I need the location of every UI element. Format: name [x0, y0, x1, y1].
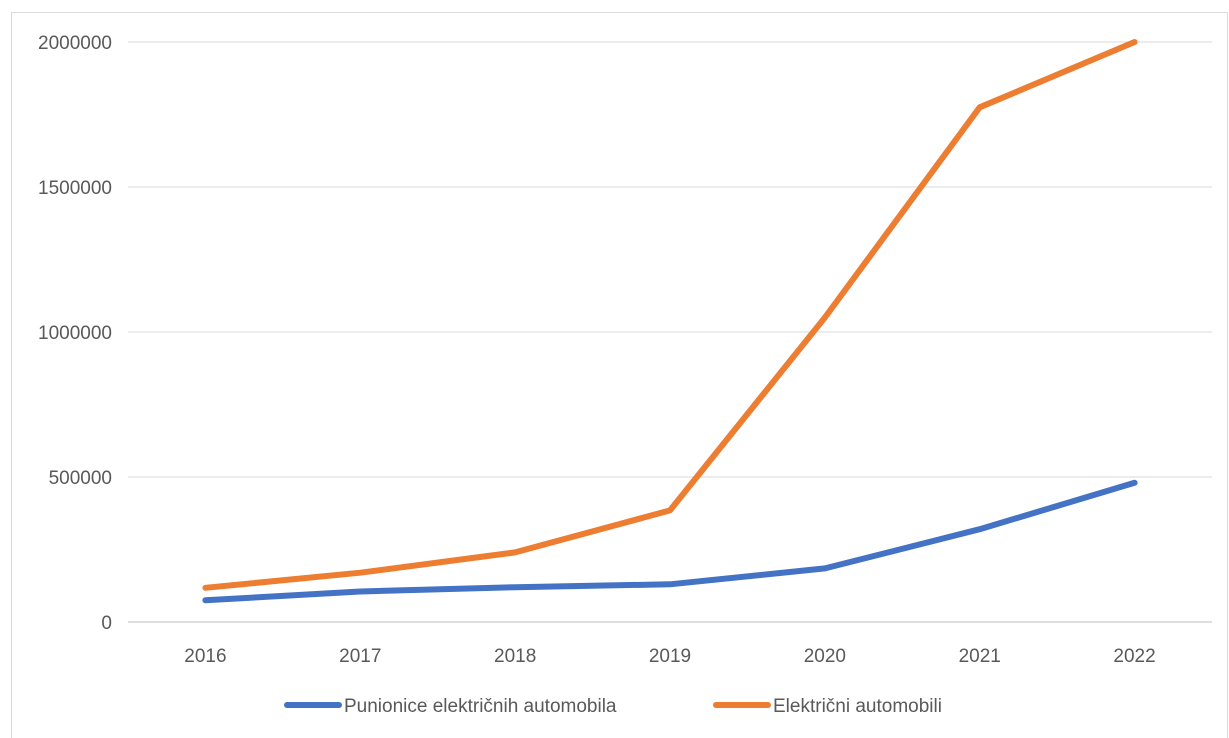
x-tick-label: 2016: [184, 646, 226, 667]
y-axis-ticks: 0 500000 1000000 1500000 2000000: [38, 33, 112, 634]
legend-label: Električni automobili: [773, 696, 942, 717]
legend-item-0: Punionice električnih automobila: [284, 696, 617, 717]
legend-item-1: Električni automobili: [713, 696, 942, 717]
x-axis-ticks: 2016 2017 2018 2019 2020 2021 2022: [184, 646, 1155, 667]
legend-label: Punionice električnih automobila: [344, 696, 617, 717]
gridlines: [128, 41, 1212, 623]
x-tick-label: 2021: [959, 646, 1001, 667]
y-tick-label: 0: [101, 613, 112, 634]
x-tick-label: 2022: [1113, 646, 1155, 667]
x-tick-label: 2020: [804, 646, 846, 667]
y-tick-label: 500000: [49, 468, 112, 489]
series-line-1: [202, 39, 1138, 591]
x-tick-label: 2019: [649, 646, 691, 667]
legend: Punionice električnih automobila Električ…: [284, 696, 942, 717]
chart-frame: [11, 12, 1228, 738]
series-line-0: [202, 479, 1138, 604]
y-tick-label: 1500000: [38, 178, 112, 199]
y-tick-label: 2000000: [38, 33, 112, 54]
series-lines: [202, 39, 1138, 604]
x-tick-label: 2017: [339, 646, 381, 667]
y-tick-label: 1000000: [38, 323, 112, 344]
x-tick-label: 2018: [494, 646, 536, 667]
